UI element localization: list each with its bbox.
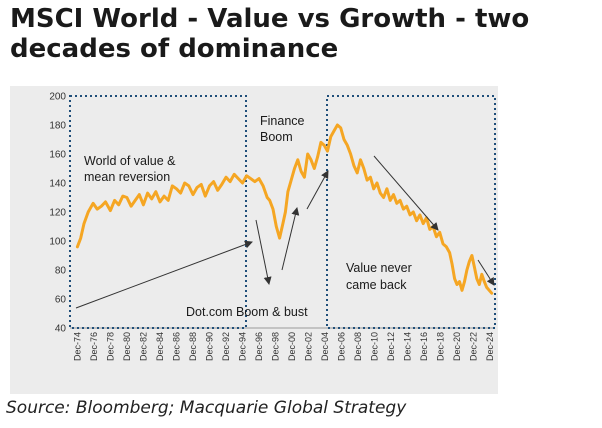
x-tick-label: Dec-88 — [188, 332, 198, 361]
annotation-value-never-line1: Value never — [346, 261, 412, 275]
y-tick-label: 80 — [55, 266, 67, 277]
x-tick-label: Dec-10 — [370, 332, 380, 361]
arrow-dotcom-down — [255, 219, 272, 285]
y-tick-label: 160 — [49, 150, 66, 161]
x-tick-label: Dec-86 — [171, 332, 181, 361]
annotation-dotcom: Dot.com Boom & bust — [186, 305, 308, 319]
x-tick-label: Dec-16 — [419, 332, 429, 361]
y-tick-label: 180 — [49, 121, 66, 132]
annotation-arrows — [75, 155, 495, 309]
x-tick-label: Dec-84 — [155, 332, 165, 361]
x-tick-label: Dec-12 — [386, 332, 396, 361]
x-tick-label: Dec-74 — [72, 332, 82, 361]
x-tick-label: Dec-80 — [122, 332, 132, 361]
annotation-world-of-value-line2: mean reversion — [84, 170, 170, 184]
x-tick-label: Dec-02 — [303, 332, 313, 361]
y-tick-label: 40 — [55, 324, 67, 335]
x-tick-label: Dec-78 — [105, 332, 115, 361]
x-tick-label: Dec-24 — [485, 332, 495, 361]
source-note: Source: Bloomberg; Macquarie Global Stra… — [6, 398, 407, 418]
x-tick-label: Dec-14 — [403, 332, 413, 361]
arrow-long-rise — [75, 240, 253, 309]
y-tick-label: 140 — [49, 179, 66, 190]
x-tick-label: Dec-92 — [221, 332, 231, 361]
y-tick-label: 200 — [49, 92, 66, 103]
x-tick-label: Dec-06 — [337, 332, 347, 361]
x-tick-label: Dec-00 — [287, 332, 297, 361]
x-tick-label: Dec-94 — [237, 332, 247, 361]
arrow-value-decline — [373, 155, 439, 231]
annotation-finance-boom-line1: Finance — [260, 114, 305, 128]
x-tick-label: Dec-96 — [254, 332, 264, 361]
y-tick-label: 60 — [55, 295, 67, 306]
x-tick-label: Dec-18 — [436, 332, 446, 361]
x-tick-label: Dec-04 — [320, 332, 330, 361]
x-tick-label: Dec-08 — [353, 332, 363, 361]
annotation-value-never-line2: came back — [346, 278, 407, 292]
chart-panel: 40 60 80 100 120 140 160 180 200 Dec-74 Dec-76 Dec… — [10, 86, 498, 394]
y-tick-label: 100 — [49, 237, 66, 248]
y-tick-label: 120 — [49, 208, 66, 219]
annotation-world-of-value-line1: World of value & — [84, 154, 176, 168]
x-tick-label: Dec-98 — [270, 332, 280, 361]
x-tick-label: Dec-20 — [452, 332, 462, 361]
x-tick-label: Dec-82 — [138, 332, 148, 361]
arrow-dotcom-up — [281, 207, 300, 271]
chart-title: MSCI World - Value vs Growth - two decad… — [10, 4, 530, 64]
arrow-recent-decline — [477, 259, 495, 286]
x-axis: Dec-74 Dec-76 Dec-78 Dec-80 Dec-82 Dec-84 Dec-… — [70, 327, 495, 361]
arrow-finance-up — [306, 170, 329, 210]
y-axis: 40 60 80 100 120 140 160 180 200 — [49, 92, 66, 335]
x-tick-label: Dec-90 — [204, 332, 214, 361]
x-tick-label: Dec-22 — [469, 332, 479, 361]
annotation-finance-boom-line2: Boom — [260, 130, 293, 144]
x-tick-label: Dec-76 — [89, 332, 99, 361]
series-line-value-vs-growth — [75, 123, 494, 295]
period-box-growth-era — [326, 95, 496, 329]
period-box-value-era — [69, 95, 247, 329]
